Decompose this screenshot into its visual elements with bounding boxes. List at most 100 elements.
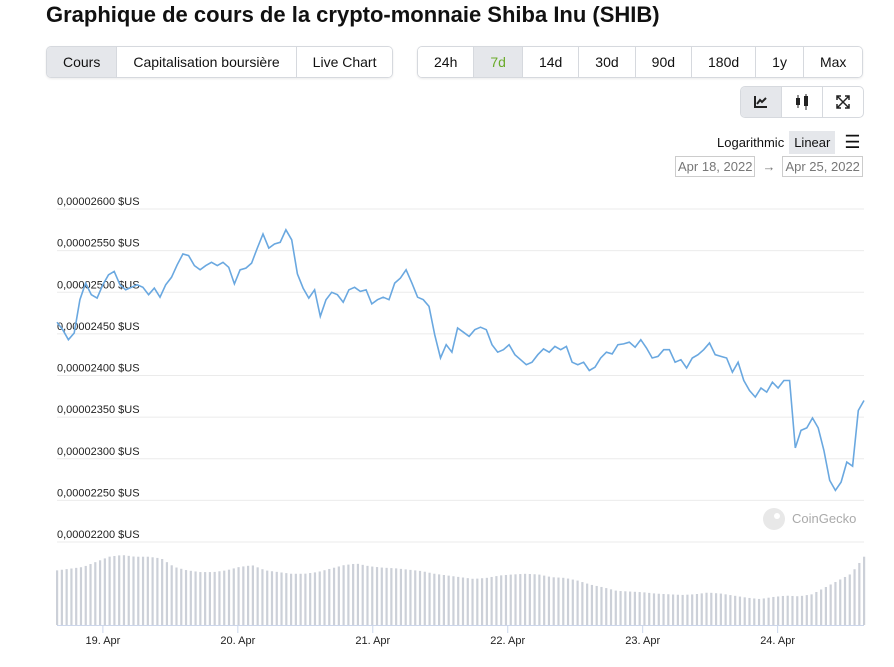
volume-bar [232, 568, 235, 625]
candlestick-icon[interactable] [782, 87, 823, 117]
volume-bar [815, 592, 818, 625]
range-14d[interactable]: 14d [522, 47, 580, 77]
volume-bar [199, 572, 202, 625]
volume-bar [194, 571, 197, 625]
range-30d[interactable]: 30d [579, 47, 636, 77]
volume-bar [772, 596, 775, 625]
volume-bar [404, 569, 407, 625]
volume-bar [208, 572, 212, 625]
range-tabs: 24h 7d 14d 30d 90d 180d 1y Max [417, 46, 864, 78]
volume-bar [863, 556, 866, 625]
volume-bar [371, 566, 374, 625]
range-7d[interactable]: 7d [474, 47, 523, 77]
volume-bar [543, 575, 546, 625]
volume-bar [671, 594, 675, 625]
y-tick-label: 0,00002600 $US [57, 196, 140, 208]
volume-bar [800, 595, 804, 625]
range-1y[interactable]: 1y [756, 47, 804, 77]
date-from-input[interactable]: Apr 18, 2022 [675, 156, 756, 177]
coingecko-watermark: CoinGecko [763, 508, 856, 530]
tab-live-chart[interactable]: Live Chart [296, 47, 393, 77]
range-24h[interactable]: 24h [418, 47, 475, 77]
volume-bar [213, 571, 216, 625]
volume-bar [519, 574, 522, 625]
volume-bar [810, 594, 813, 625]
scale-linear[interactable]: Linear [789, 131, 836, 154]
volume-bar [648, 592, 651, 625]
volume-bar [452, 576, 455, 625]
range-180d[interactable]: 180d [692, 47, 757, 77]
volume-bar [757, 598, 761, 625]
fullscreen-icon[interactable] [823, 87, 863, 117]
volume-bar [108, 556, 111, 625]
scale-logarithmic[interactable]: Logarithmic [717, 135, 785, 150]
tab-market-cap[interactable]: Capitalisation boursière [117, 47, 297, 77]
volume-bar [352, 563, 355, 625]
volume-bar [227, 569, 231, 625]
volume-bar [237, 567, 240, 625]
volume-bar [428, 572, 431, 625]
volume-bar [309, 573, 312, 625]
volume-bar [834, 581, 837, 625]
date-to-input[interactable]: Apr 25, 2022 [782, 156, 863, 177]
volume-bar [629, 591, 632, 625]
volume-bar [304, 573, 307, 625]
volume-bar [586, 583, 589, 625]
volume-bar [356, 563, 360, 625]
volume-bar [734, 595, 737, 625]
volume-bar [805, 595, 808, 625]
volume-bar [189, 570, 192, 625]
x-tick-label: 20. Apr [220, 635, 255, 647]
volume-bar [829, 584, 832, 625]
volume-bar [652, 593, 656, 625]
menu-icon[interactable]: ☰ [844, 132, 861, 152]
volume-bar [161, 559, 164, 625]
volume-bar [538, 574, 541, 625]
tab-cours[interactable]: Cours [47, 47, 118, 77]
volume-bar [528, 573, 531, 625]
volume-bar [514, 574, 517, 625]
volume-bar [204, 572, 207, 625]
y-tick-label: 0,00002200 $US [57, 529, 140, 541]
volume-bar [375, 567, 379, 625]
volume-bar [156, 557, 159, 625]
view-tabs: Cours Capitalisation boursière Live Char… [46, 46, 394, 78]
volume-bar [858, 562, 861, 625]
volume-bar [490, 576, 493, 625]
volume-bar [122, 555, 126, 625]
volume-bar [743, 597, 746, 625]
line-chart-icon[interactable] [741, 87, 782, 117]
volume-bar [433, 573, 436, 625]
volume-bar [423, 571, 426, 625]
volume-bar [385, 567, 388, 625]
volume-bar [175, 567, 178, 625]
volume-bar [466, 578, 469, 625]
volume-bar [56, 570, 59, 625]
volume-bar [347, 564, 350, 625]
volume-bar [748, 597, 751, 625]
volume-bar [270, 571, 274, 625]
volume-bar [113, 556, 116, 625]
volume-bar [261, 569, 264, 625]
volume-bar [98, 560, 102, 625]
volume-bar [461, 577, 465, 625]
volume-bar [342, 565, 345, 625]
volume-bar [151, 557, 154, 625]
volume-bar [332, 567, 336, 625]
volume-bar [562, 577, 565, 625]
volume-bar [165, 562, 169, 625]
volume-bar [127, 555, 130, 625]
range-90d[interactable]: 90d [635, 47, 693, 77]
volume-bar [714, 593, 718, 625]
page-title: Graphique de cours de la crypto-monnaie … [46, 2, 660, 27]
volume-bar [820, 589, 823, 625]
volume-bar [576, 580, 579, 625]
volume-bar [218, 571, 221, 625]
volume-bar [633, 591, 636, 625]
volume-bar [75, 567, 78, 625]
volume-bar [839, 579, 842, 625]
volume-bar [566, 578, 570, 625]
range-max[interactable]: Max [803, 47, 863, 77]
y-tick-label: 0,00002250 $US [57, 487, 140, 499]
